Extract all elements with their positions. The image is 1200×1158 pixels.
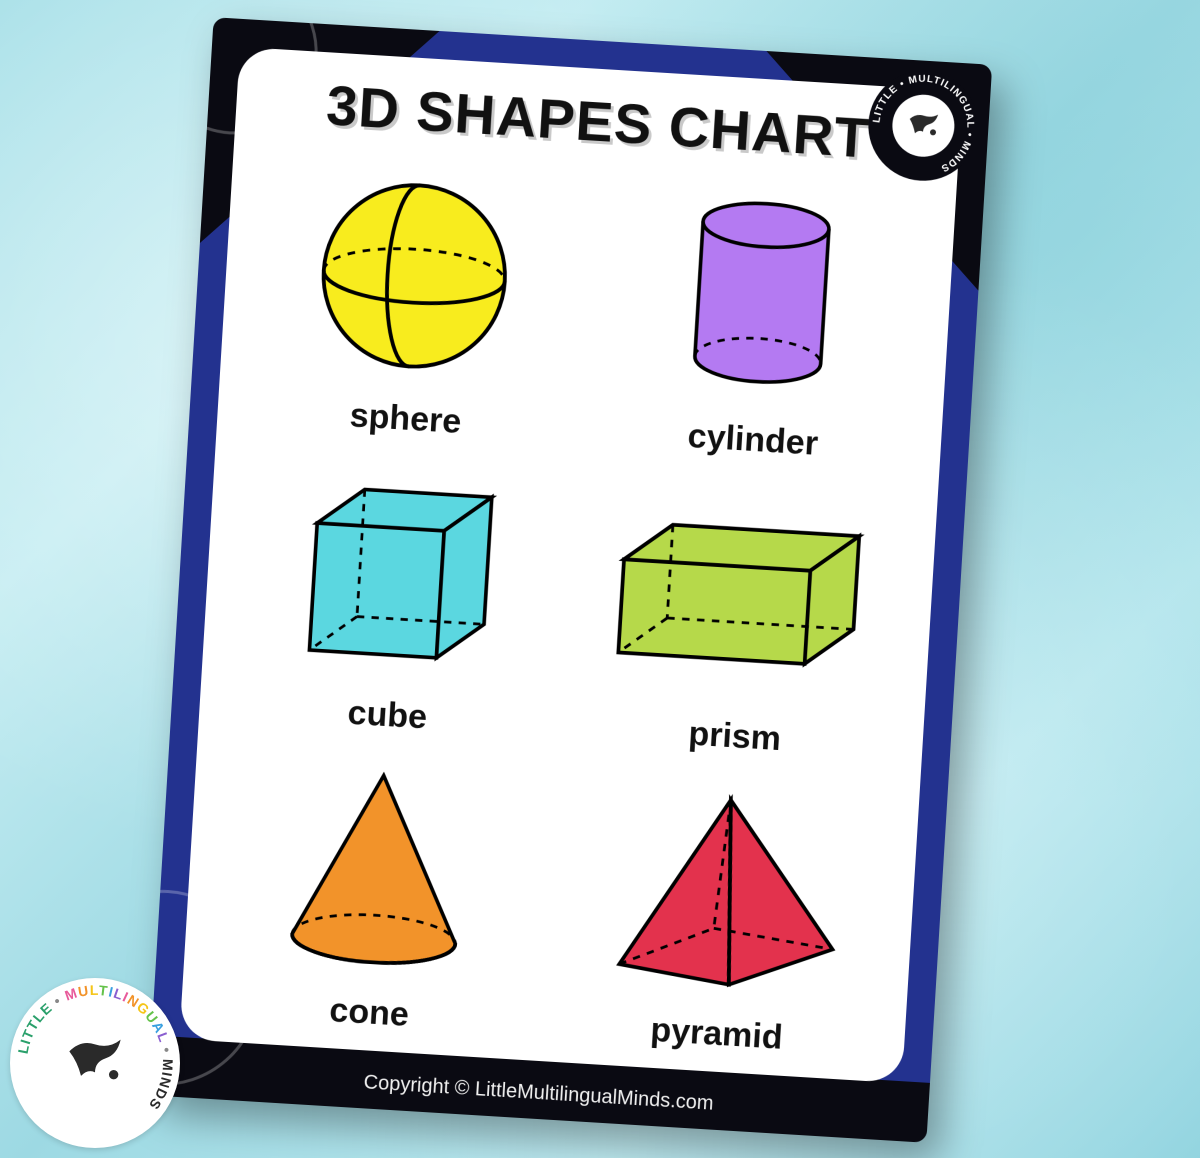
cell-cube: cube — [222, 438, 567, 745]
label-sphere: sphere — [349, 396, 463, 442]
cell-sphere: sphere — [241, 141, 586, 448]
brand-ring-text-page: LITTLE • MULTILINGUAL • MINDS — [10, 978, 180, 1148]
prism-icon — [572, 459, 915, 729]
svg-text:LITTLE • MULTILINGUAL • MINDS: LITTLE • MULTILINGUAL • MINDS — [869, 70, 979, 175]
brand-badge-page: LITTLE • MULTILINGUAL • MINDS — [10, 978, 180, 1148]
label-prism: prism — [687, 715, 782, 760]
label-pyramid: pyramid — [649, 1011, 783, 1058]
sphere-icon — [243, 141, 586, 411]
content-panel: 3D SHAPES CHART — [179, 47, 962, 1083]
cell-prism: prism — [570, 459, 915, 766]
cone-icon — [207, 735, 550, 1005]
cell-cone: cone — [204, 735, 549, 1042]
brand-badge-corner: LITTLE • MULTILINGUAL • MINDS — [865, 67, 982, 184]
cylinder-icon — [590, 162, 933, 432]
label-cone: cone — [328, 991, 410, 1035]
cell-cylinder: cylinder — [588, 162, 933, 469]
pyramid-icon — [554, 757, 897, 1027]
shapes-grid: sphere cylinder — [204, 141, 933, 1064]
svg-text:LITTLE • MULTILINGUAL: LITTLE • MULTILINGUAL • MINDS — [15, 982, 177, 1113]
label-cylinder: cylinder — [687, 417, 820, 464]
cell-pyramid: pyramid — [552, 757, 897, 1064]
poster-border: 3D SHAPES CHART — [148, 17, 992, 1143]
poster: 3D SHAPES CHART — [148, 17, 992, 1143]
label-cube: cube — [347, 694, 429, 738]
cube-icon — [225, 438, 568, 708]
brand-ring-text: LITTLE • MULTILINGUAL • MINDS — [865, 67, 982, 184]
